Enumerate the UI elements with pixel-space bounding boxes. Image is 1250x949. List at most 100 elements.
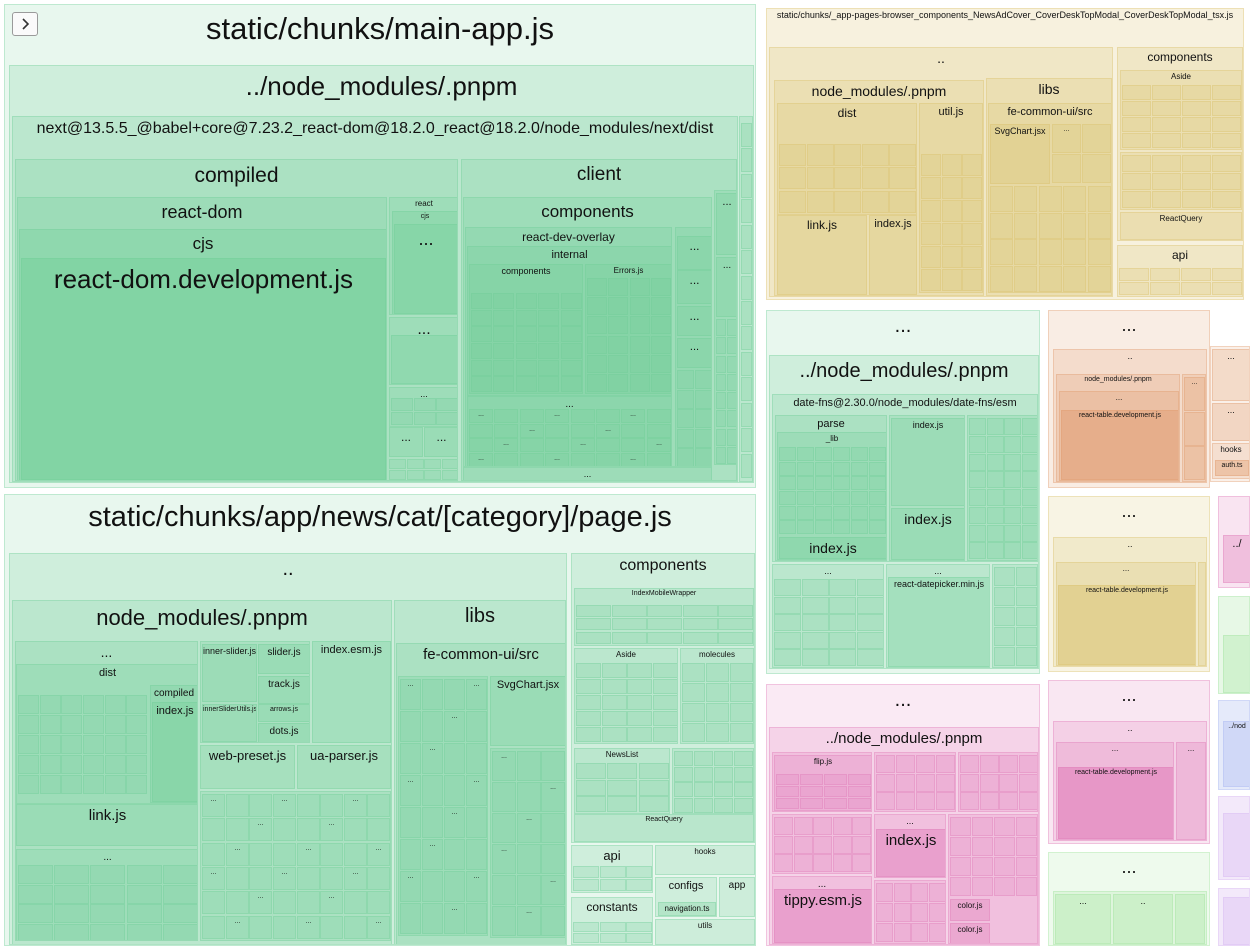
treemap-cell[interactable] [672, 748, 754, 814]
treemap-leaf[interactable] [596, 438, 620, 452]
treemap-cell[interactable]: hooks auth.ts [1212, 443, 1249, 479]
treemap-cell[interactable]: ua-parser.js [297, 745, 391, 789]
treemap-leaf[interactable]: ... [541, 875, 565, 905]
treemap-leaf[interactable] [969, 418, 986, 435]
treemap-leaf[interactable] [538, 360, 559, 376]
treemap-leaf[interactable] [651, 297, 671, 315]
treemap-leaf[interactable] [493, 326, 514, 342]
treemap-leaf[interactable] [1182, 173, 1211, 190]
treemap-cell[interactable]: ..... react-table.development.js [1053, 537, 1207, 667]
treemap-leaf[interactable] [538, 376, 559, 392]
treemap-leaf[interactable] [987, 436, 1004, 453]
treemap-leaf[interactable] [389, 470, 406, 480]
treemap-cell[interactable]: link.js [777, 215, 867, 295]
treemap-leaf[interactable] [83, 755, 104, 774]
treemap-leaf[interactable] [921, 246, 941, 268]
treemap-leaf[interactable] [1212, 133, 1241, 148]
treemap-cell[interactable]: color.js color.js [948, 814, 1038, 944]
treemap-leaf[interactable] [716, 374, 726, 391]
treemap-leaf[interactable] [741, 403, 752, 427]
treemap-leaf[interactable] [999, 755, 1018, 773]
treemap-cell[interactable]: ... [677, 270, 711, 304]
chunk-edge-blue[interactable]: ../nod [1218, 700, 1250, 790]
treemap-leaf[interactable] [391, 412, 413, 425]
treemap-leaf[interactable] [896, 792, 915, 810]
treemap-leaf[interactable] [716, 356, 726, 373]
treemap-leaf[interactable] [999, 792, 1018, 810]
treemap-leaf[interactable] [630, 316, 650, 334]
treemap-leaf[interactable] [18, 885, 53, 904]
treemap-leaf[interactable] [1082, 124, 1111, 153]
treemap-leaf[interactable] [851, 520, 868, 534]
treemap-leaf[interactable] [929, 903, 945, 922]
treemap-leaf[interactable] [442, 459, 457, 469]
treemap-leaf[interactable] [727, 429, 736, 446]
treemap-leaf[interactable] [400, 807, 421, 838]
treemap-leaf[interactable] [682, 703, 705, 722]
treemap-cell[interactable]: auth.ts [1215, 460, 1249, 476]
treemap-leaf[interactable] [960, 755, 979, 773]
treemap-leaf[interactable] [424, 459, 441, 469]
treemap-leaf[interactable] [916, 755, 935, 773]
treemap-leaf[interactable] [1122, 101, 1151, 116]
treemap-leaf[interactable] [40, 715, 61, 734]
treemap-leaf[interactable] [834, 144, 861, 166]
treemap-leaf[interactable] [851, 462, 868, 476]
treemap-leaf[interactable] [367, 818, 390, 841]
treemap-leaf[interactable]: ... [422, 839, 443, 870]
treemap-leaf[interactable] [694, 782, 713, 797]
treemap-cell[interactable]: compiled react-dom cjs react-dom.developmen… [15, 159, 458, 481]
treemap-leaf[interactable] [929, 883, 945, 902]
treemap-leaf[interactable] [741, 301, 752, 325]
treemap-leaf[interactable] [682, 723, 705, 742]
treemap-leaf[interactable] [894, 883, 911, 902]
treemap-cell[interactable]: ... react-table.development.js [1056, 742, 1174, 840]
treemap-leaf[interactable] [851, 491, 868, 505]
treemap-leaf[interactable] [942, 154, 962, 176]
treemap-cell[interactable]: ... [1176, 742, 1206, 840]
treemap-leaf[interactable] [962, 223, 982, 245]
treemap-cell[interactable]: ..... [1053, 891, 1207, 945]
treemap-cell[interactable]: molecules [680, 648, 754, 744]
treemap-leaf[interactable] [987, 489, 1004, 506]
treemap-leaf[interactable] [851, 476, 868, 490]
treemap-leaf[interactable] [962, 177, 982, 199]
treemap-leaf[interactable] [813, 854, 832, 872]
treemap-leaf[interactable] [1122, 85, 1151, 100]
treemap-leaf[interactable] [857, 597, 883, 614]
treemap-leaf[interactable] [807, 191, 834, 213]
treemap-leaf[interactable] [561, 376, 582, 392]
treemap-leaf[interactable] [741, 123, 752, 147]
treemap-leaf[interactable] [600, 933, 626, 943]
treemap-leaf[interactable] [677, 429, 694, 448]
treemap-leaf[interactable] [1016, 817, 1037, 836]
chunk-edge-green[interactable] [1218, 596, 1250, 694]
treemap-cell[interactable]: ../nod [1223, 721, 1249, 787]
treemap-leaf[interactable] [630, 336, 650, 354]
treemap-cell[interactable]: ... react-table.development.js [1059, 391, 1179, 481]
treemap-leaf[interactable] [730, 663, 753, 682]
treemap-leaf[interactable] [1022, 525, 1037, 542]
treemap-leaf[interactable] [576, 695, 601, 710]
treemap-leaf[interactable] [600, 879, 626, 891]
treemap-leaf[interactable] [1150, 268, 1180, 281]
treemap-leaf[interactable] [1152, 155, 1181, 172]
treemap-leaf[interactable] [695, 448, 711, 466]
treemap-leaf[interactable]: ... [466, 679, 487, 710]
treemap-cell[interactable] [992, 564, 1038, 668]
treemap-cell[interactable]: .. node_modules/.pnpm dist link.js index.js u… [769, 47, 1113, 297]
treemap-leaf[interactable] [400, 903, 421, 934]
treemap-leaf[interactable] [400, 743, 421, 774]
treemap-cell[interactable]: NewsList [574, 748, 670, 814]
treemap-leaf[interactable] [424, 470, 441, 480]
treemap-leaf[interactable] [1004, 489, 1021, 506]
treemap-leaf[interactable] [807, 144, 834, 166]
treemap-leaf[interactable] [987, 525, 1004, 542]
treemap-leaf[interactable] [727, 337, 736, 354]
treemap-leaf[interactable] [576, 663, 601, 678]
treemap-leaf[interactable] [471, 326, 492, 342]
treemap-leaf[interactable] [969, 542, 986, 559]
treemap-leaf[interactable] [545, 424, 569, 438]
treemap-cell[interactable]: dots.js [258, 723, 309, 742]
treemap-leaf[interactable] [389, 459, 406, 469]
